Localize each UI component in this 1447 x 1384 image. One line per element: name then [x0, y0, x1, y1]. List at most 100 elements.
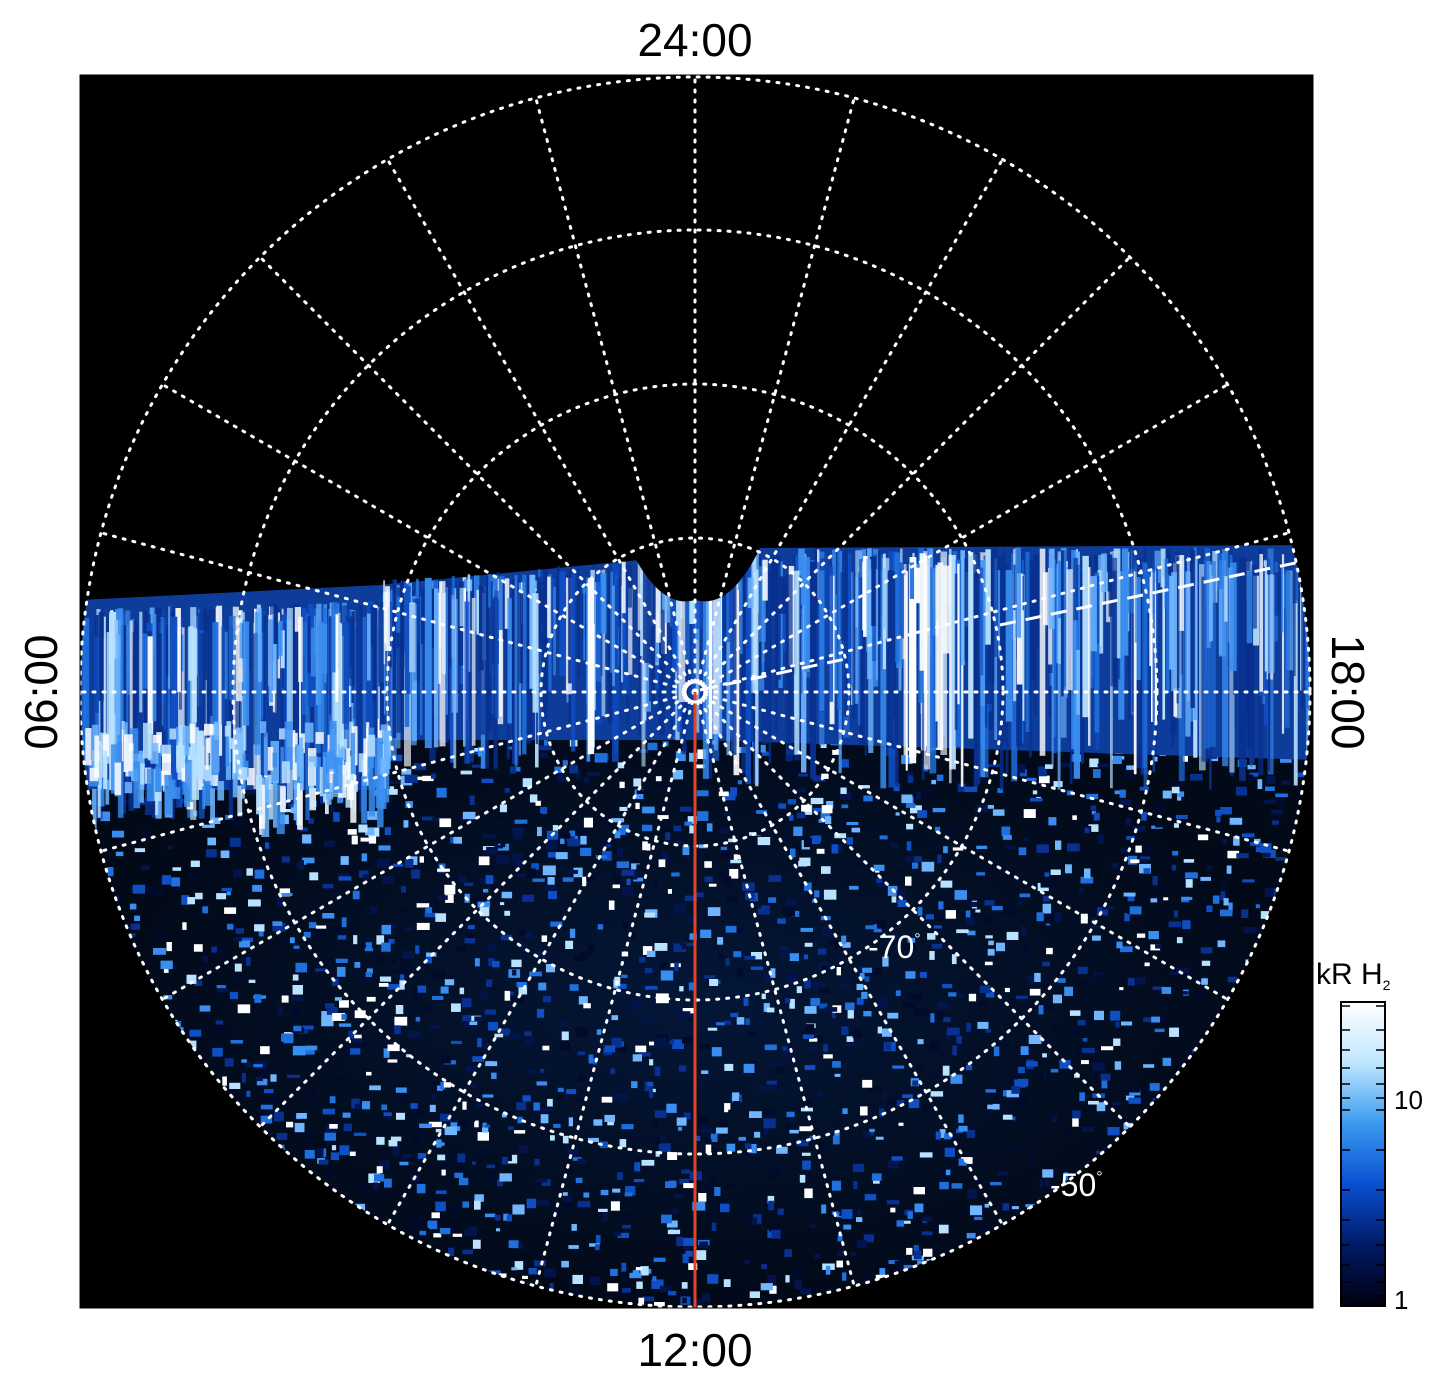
- noise-pixel: [1149, 1083, 1160, 1091]
- noise-pixel: [597, 924, 604, 930]
- noise-pixel: [810, 797, 824, 805]
- noise-pixel: [1006, 931, 1019, 940]
- noise-pixel: [621, 1262, 627, 1272]
- noise-pixel: [837, 1234, 843, 1242]
- noise-pixel: [793, 826, 803, 836]
- aurora-bright-streak: [171, 787, 181, 799]
- aurora-streak: [445, 587, 448, 715]
- noise-pixel: [1097, 763, 1110, 767]
- aurora-streak: [156, 633, 162, 817]
- noise-pixel: [1220, 909, 1233, 917]
- noise-pixel: [583, 1003, 591, 1009]
- noise-pixel: [1017, 1066, 1025, 1074]
- noise-pixel: [1139, 856, 1150, 861]
- noise-pixel: [260, 1113, 273, 1124]
- noise-pixel: [234, 963, 242, 972]
- noise-pixel: [1171, 864, 1177, 871]
- noise-pixel: [411, 869, 421, 879]
- noise-pixel: [545, 964, 556, 973]
- noise-pixel: [1197, 834, 1209, 841]
- noise-pixel: [1178, 1021, 1185, 1031]
- noise-pixel: [358, 870, 369, 878]
- noise-pixel: [633, 877, 644, 882]
- aurora-streak: [1128, 566, 1131, 720]
- aurora-streak: [142, 633, 148, 689]
- noise-pixel: [1067, 843, 1080, 852]
- noise-pixel: [296, 863, 304, 868]
- aurora-bright-streak: [179, 725, 186, 760]
- noise-pixel: [281, 1033, 294, 1044]
- aurora-bright-streak: [281, 761, 290, 784]
- aurora-streak: [949, 555, 956, 770]
- colorbar-title: kR H2: [1316, 958, 1391, 993]
- aurora-bright-streak: [110, 744, 117, 794]
- noise-pixel: [501, 1113, 507, 1118]
- noise-pixel: [621, 869, 635, 876]
- noise-pixel: [784, 998, 791, 1003]
- noise-pixel: [499, 1173, 512, 1182]
- noise-pixel: [976, 1179, 982, 1189]
- aurora-streak: [1051, 549, 1054, 768]
- noise-pixel: [292, 996, 303, 1001]
- noise-pixel: [794, 1280, 802, 1290]
- noise-pixel: [923, 790, 936, 799]
- aurora-streak: [529, 574, 536, 689]
- noise-pixel: [607, 1121, 614, 1126]
- aurora-streak: [396, 587, 403, 733]
- noise-pixel: [435, 1194, 449, 1200]
- noise-pixel: [817, 948, 827, 955]
- noise-pixel: [596, 1029, 602, 1035]
- noise-pixel: [642, 841, 648, 851]
- meridian-line: [693, 690, 1230, 1001]
- noise-pixel: [523, 823, 528, 829]
- aurora-streak: [739, 562, 743, 655]
- noise-pixel: [107, 867, 114, 877]
- noise-pixel: [704, 876, 713, 882]
- noise-pixel: [583, 817, 593, 828]
- aurora-streak: [242, 621, 250, 726]
- noise-pixel: [1171, 786, 1180, 794]
- noise-pixel: [387, 984, 400, 990]
- noise-pixel: [621, 974, 628, 978]
- noise-pixel: [500, 1028, 511, 1036]
- aurora-streak: [863, 556, 868, 637]
- aurora-bright-streak: [341, 746, 346, 760]
- aurora-streak: [607, 570, 613, 724]
- noise-pixel: [439, 818, 452, 828]
- aurora-streak: [254, 612, 261, 755]
- noise-pixel: [1275, 793, 1288, 798]
- aurora-streak: [519, 592, 523, 684]
- noise-pixel: [764, 1125, 769, 1136]
- aurora-streak: [810, 561, 816, 780]
- aurora-streak: [1169, 575, 1174, 670]
- noise-pixel: [293, 945, 300, 949]
- aurora-streak: [895, 559, 899, 787]
- noise-pixel: [325, 1125, 337, 1133]
- noise-pixel: [456, 946, 466, 953]
- noise-pixel: [1169, 1027, 1179, 1037]
- noise-pixel: [621, 1124, 634, 1130]
- noise-pixel: [707, 1274, 719, 1284]
- noise-pixel: [681, 1282, 688, 1289]
- noise-pixel: [782, 907, 795, 917]
- noise-pixel: [253, 1064, 263, 1068]
- noise-pixel: [351, 835, 358, 845]
- noise-pixel: [524, 1036, 535, 1045]
- noise-pixel: [1250, 842, 1261, 846]
- noise-pixel: [403, 820, 409, 828]
- noise-pixel: [348, 1030, 355, 1040]
- noise-pixel: [857, 965, 863, 971]
- noise-pixel: [1110, 1010, 1121, 1021]
- noise-pixel: [500, 842, 506, 848]
- aurora-bright-streak: [98, 740, 102, 789]
- aurora-bright-streak: [211, 735, 220, 776]
- noise-pixel: [486, 847, 498, 855]
- noise-pixel: [433, 1233, 442, 1238]
- noise-pixel: [639, 956, 646, 963]
- noise-pixel: [430, 773, 437, 779]
- noise-pixel: [449, 1204, 459, 1213]
- noise-pixel: [709, 979, 719, 986]
- noise-pixel: [547, 1098, 553, 1107]
- noise-pixel: [1143, 1017, 1152, 1023]
- colorbar-gradient: [1340, 1001, 1386, 1307]
